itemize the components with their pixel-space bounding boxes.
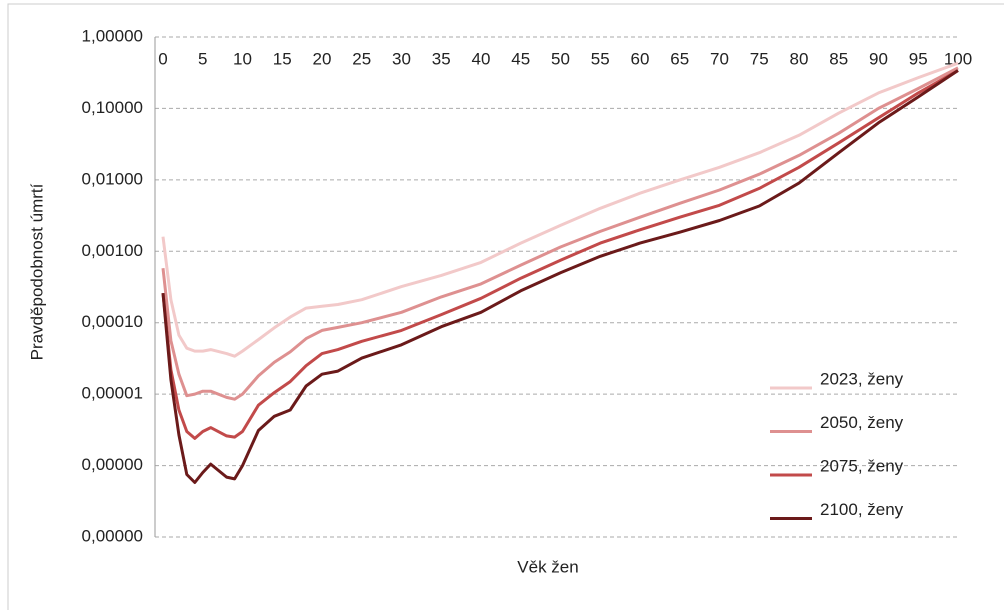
x-tick-label: 90	[869, 49, 888, 68]
legend-label: 2075, ženy	[820, 456, 904, 475]
legend-label: 2050, ženy	[820, 413, 904, 432]
frame	[7, 3, 1004, 610]
line-series	[161, 61, 959, 358]
y-tick-label: 0,00100	[82, 241, 143, 260]
line-series	[161, 66, 959, 401]
legend-label: 2023, ženy	[820, 369, 904, 388]
x-tick-label: 0	[158, 49, 167, 68]
line-series	[161, 69, 959, 440]
line-series	[161, 69, 959, 484]
x-tick-label: 5	[198, 49, 207, 68]
legend-label: 2100, ženy	[820, 500, 904, 519]
x-tick-label: 45	[511, 49, 530, 68]
x-tick-label: 15	[273, 49, 292, 68]
x-tick-label: 65	[670, 49, 689, 68]
x-tick-label: 85	[829, 49, 848, 68]
x-tick-label: 25	[352, 49, 371, 68]
y-tick-label: 0,00000	[82, 455, 143, 474]
x-tick-label: 10	[233, 49, 252, 68]
x-tick-label: 70	[710, 49, 729, 68]
x-tick-label: 75	[750, 49, 769, 68]
x-tick-label: 30	[392, 49, 411, 68]
y-tick-label: 0,00000	[82, 526, 143, 545]
y-tick-label: 0,01000	[82, 169, 143, 188]
x-tick-label: 60	[631, 49, 650, 68]
y-axis-label: Pravděpodobnost úmrtí	[27, 183, 46, 360]
x-tick-label: 100	[944, 49, 972, 68]
x-tick-label: 40	[472, 49, 491, 68]
x-axis-label: Věk žen	[517, 557, 578, 576]
x-tick-label: 95	[909, 49, 928, 68]
y-tick-label: 1,00000	[82, 26, 143, 45]
x-tick-label: 20	[313, 49, 332, 68]
x-tick-label: 50	[551, 49, 570, 68]
y-tick-label: 0,00010	[82, 312, 143, 331]
y-tick-label: 0,00001	[82, 384, 143, 403]
y-tick-label: 0,10000	[82, 98, 143, 117]
x-tick-label: 55	[591, 49, 610, 68]
x-tick-label: 80	[790, 49, 809, 68]
x-tick-label: 35	[432, 49, 451, 68]
